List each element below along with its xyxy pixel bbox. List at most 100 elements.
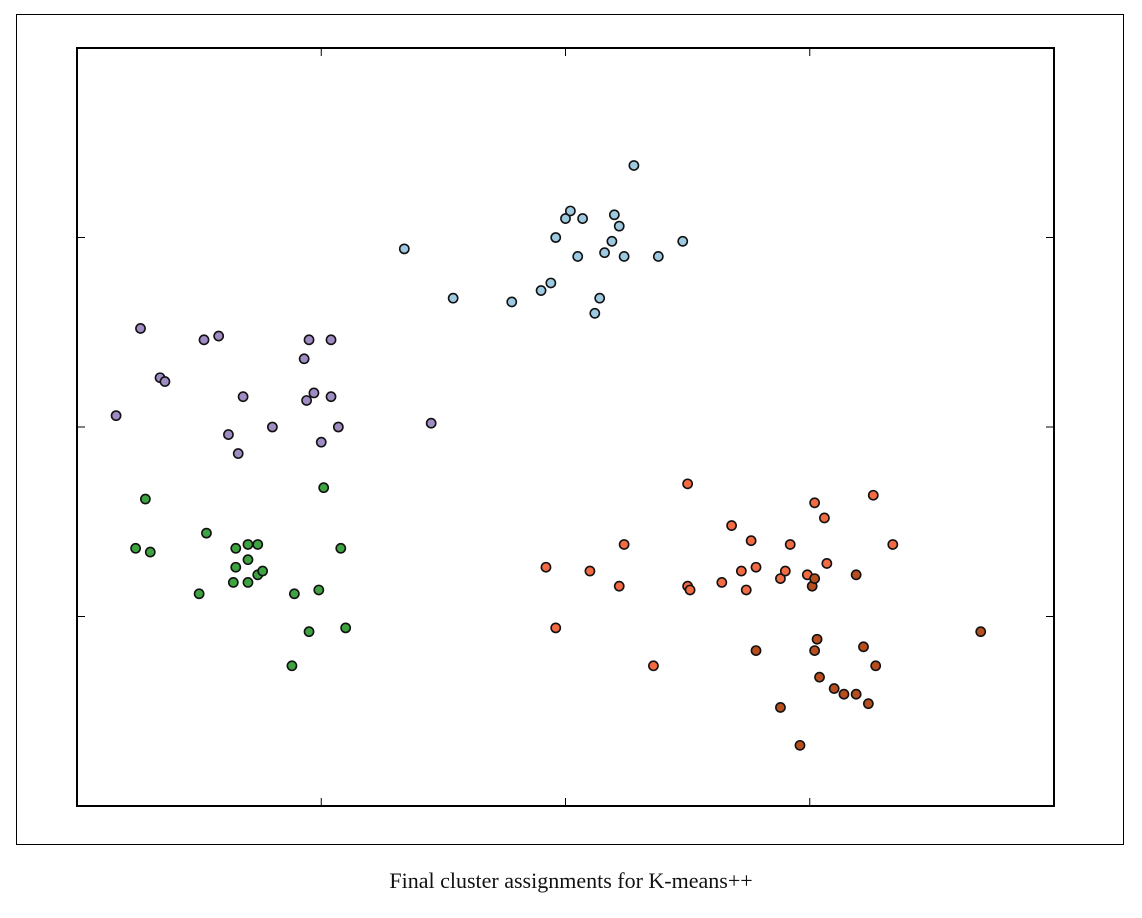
scatter-point-brown (850, 688, 862, 700)
scatter-point-green (318, 482, 330, 494)
scatter-point-purple (425, 417, 437, 429)
scatter-point-brown (862, 698, 874, 710)
scatter-point-green (257, 565, 269, 577)
scatter-point-brown (775, 702, 786, 713)
scatter-point-orange (584, 565, 596, 577)
scatter-point-blue (589, 307, 601, 319)
scatter-point-purple (266, 421, 278, 433)
scatter-point-blue (506, 296, 518, 308)
scatter-point-blue (564, 205, 576, 217)
scatter-point-orange (684, 584, 696, 596)
scatter-point-blue (613, 220, 625, 232)
scatter-point-blue (652, 251, 664, 262)
scatter-point-orange (821, 558, 833, 569)
scatter-point-brown (794, 739, 806, 751)
scatter-point-orange (809, 497, 821, 509)
scatter-point-green (139, 493, 151, 505)
scatter-point-purple (332, 421, 344, 433)
scatter-point-orange (745, 535, 757, 547)
scatter-point-purple (110, 410, 122, 422)
scatter-point-brown (838, 688, 850, 700)
figure-caption: Final cluster assignments for K-means++ (389, 868, 753, 893)
scatter-point-orange (775, 573, 786, 584)
scatter-point-orange (540, 561, 552, 573)
scatter-point-blue (447, 292, 459, 304)
scatter-point-purple (223, 429, 234, 440)
axis-ticks (77, 48, 1054, 806)
scatter-point-orange (648, 660, 659, 672)
scatter-point-green (242, 554, 254, 566)
scatter-point-orange (618, 539, 630, 550)
scatter-point-green (335, 542, 347, 554)
scatter-point-green (230, 542, 242, 554)
data-points (110, 160, 987, 751)
scatter-point-green (286, 660, 298, 672)
scatter-point-blue (560, 213, 571, 224)
scatter-point-blue (608, 209, 620, 221)
scatter-point-orange (550, 622, 562, 634)
scatter-point-green (242, 576, 254, 588)
scatter-point-blue (599, 247, 610, 259)
scatter-point-orange (887, 539, 899, 550)
scatter-point-blue (677, 235, 689, 247)
scatter-point-orange (682, 478, 694, 490)
scatter-point-green (313, 584, 325, 596)
scatter-point-brown (828, 683, 840, 694)
scatter-point-orange (819, 512, 830, 524)
scatter-point-purple (325, 334, 337, 346)
scatter-point-brown (814, 671, 825, 683)
scatter-point-brown (858, 641, 869, 653)
scatter-point-orange (779, 565, 791, 577)
scatter-point-purple (325, 391, 337, 403)
scatter-point-green (288, 588, 300, 600)
scatter-point-orange (784, 539, 796, 550)
scatter-point-purple (298, 353, 310, 365)
scatter-point-green (227, 576, 239, 588)
scatter-point-brown (811, 633, 823, 645)
scatter-point-purple (301, 395, 312, 406)
scatter-point-brown (850, 569, 862, 581)
scatter-point-purple (232, 448, 244, 459)
scatter-point-brown (809, 645, 821, 657)
scatter-point-green (303, 626, 315, 638)
scatter-point-orange (740, 584, 752, 596)
figure-frame (16, 14, 1124, 845)
scatter-point-blue (577, 213, 588, 224)
scatter-point-blue (628, 160, 640, 171)
scatter-point-green (230, 561, 242, 573)
scatter-point-brown (809, 573, 821, 584)
scatter-point-brown (975, 626, 987, 638)
scatter-point-purple (315, 436, 327, 448)
scatter-point-orange (716, 576, 728, 588)
scatter-point-green (201, 527, 212, 539)
scatter-point-purple (198, 334, 210, 346)
scatter-point-orange (735, 565, 747, 577)
scatter-point-green (252, 539, 264, 550)
scatter-point-purple (159, 376, 171, 387)
scatter-point-purple (303, 334, 315, 346)
scatter-point-blue (545, 277, 557, 289)
scatter-point-purple (237, 391, 249, 403)
scatter-point-orange (613, 580, 625, 592)
scatter-point-green (130, 542, 142, 554)
scatter-point-blue (572, 251, 584, 262)
scatter-point-brown (870, 660, 882, 672)
scatter-point-blue (398, 243, 410, 255)
scatter-point-orange (726, 520, 737, 531)
scatter-point-orange (867, 489, 879, 501)
scatter-point-green (193, 588, 205, 600)
scatter-point-green (144, 546, 156, 558)
scatter-point-blue (594, 292, 606, 304)
scatter-point-blue (535, 285, 547, 296)
plot-axes-frame (76, 47, 1055, 807)
scatter-point-green (242, 539, 254, 550)
scatter-point-purple (213, 330, 225, 342)
scatter-point-brown (750, 645, 762, 657)
scatter-point-purple (135, 323, 146, 334)
scatter-point-orange (750, 561, 762, 573)
scatter-point-blue (618, 251, 630, 262)
scatter-point-green (340, 622, 352, 634)
scatter-point-blue (606, 235, 618, 247)
scatter-point-blue (550, 232, 562, 243)
